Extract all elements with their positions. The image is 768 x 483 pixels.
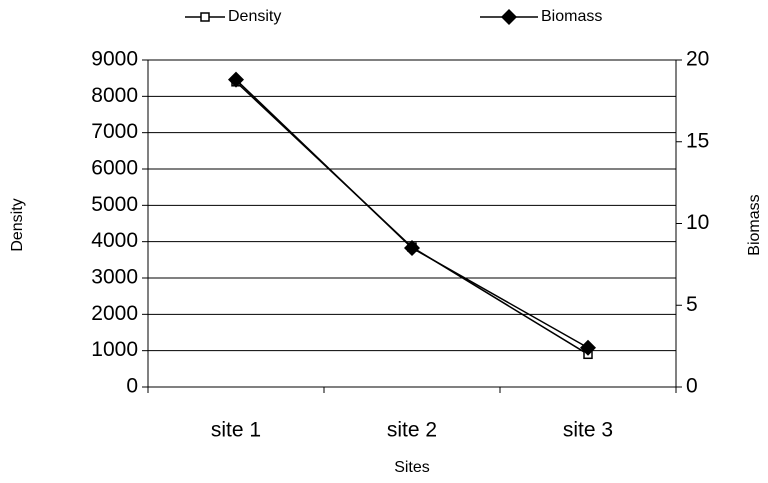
line (235, 81, 589, 355)
y-tick-label: 8000 (91, 84, 138, 107)
marker (228, 71, 244, 88)
legend-marker (200, 12, 210, 22)
y-tick-label: 9000 (91, 48, 138, 71)
marker (580, 339, 596, 356)
y2-tick-label: 5 (686, 293, 698, 316)
x-tick-label: site 1 (211, 419, 261, 442)
y-tick-label: 7000 (91, 120, 138, 143)
y-tick-label: 1000 (91, 338, 138, 361)
x-tick-label: site 2 (387, 419, 437, 442)
marker (404, 240, 420, 257)
y-tick-label: 3000 (91, 266, 138, 289)
y2-tick-label: 15 (686, 129, 709, 152)
y2-tick-label: 10 (686, 211, 709, 234)
y2-axis-title: Biomass (746, 194, 763, 255)
x-axis-title: Sites (394, 459, 430, 476)
legend-label: Biomass (541, 8, 602, 25)
y-axis-title: Density (9, 198, 26, 251)
y-tick-label: 4000 (91, 229, 138, 252)
y2-tick-label: 20 (686, 48, 709, 71)
y2-tick-label: 0 (686, 375, 698, 398)
line (235, 79, 589, 349)
y-tick-label: 2000 (91, 302, 138, 325)
y-tick-label: 5000 (91, 193, 138, 216)
legend-label: Density (228, 8, 281, 25)
y-tick-label: 6000 (91, 157, 138, 180)
y-tick-label: 0 (126, 375, 138, 398)
legend-marker (501, 9, 517, 25)
x-tick-label: site 3 (563, 419, 613, 442)
